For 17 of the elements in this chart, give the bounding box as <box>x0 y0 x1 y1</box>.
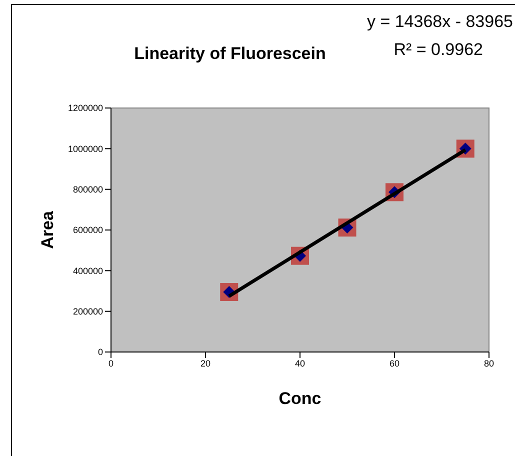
text: y = 14368x - 83965 <box>366 12 513 32</box>
y-tick-label: 1200000 <box>68 103 103 114</box>
x-tick-label: 20 <box>200 358 211 368</box>
x-axis-title: Conc <box>278 389 322 408</box>
x-tick-label: 60 <box>389 358 400 368</box>
chart-title: Linearity of Fluorescein <box>133 44 327 64</box>
y-tick-label: 0 <box>98 347 103 358</box>
y-tick-label: 200000 <box>72 306 103 317</box>
y-tick-label: 800000 <box>72 184 103 195</box>
y-tick-label: 600000 <box>72 225 103 236</box>
y-tick-label: 400000 <box>72 266 103 276</box>
y-tick-label: 1000000 <box>68 144 103 154</box>
y-axis-title: Area <box>38 210 58 249</box>
x-tick-label: 40 <box>294 358 306 368</box>
text: R² = 0.9962 <box>394 40 483 60</box>
x-tick-label: 0 <box>108 358 114 368</box>
x-tick-label: 80 <box>484 358 494 368</box>
